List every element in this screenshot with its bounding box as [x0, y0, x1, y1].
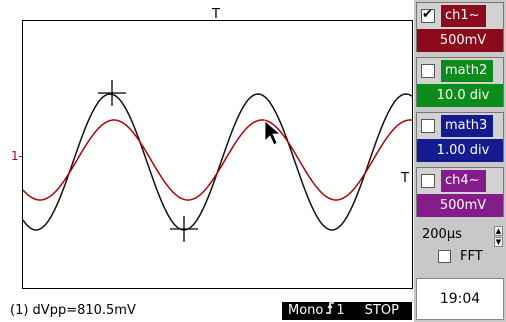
cursor-marker-1[interactable] [98, 80, 126, 106]
spin-up-icon[interactable]: ▲ [494, 226, 503, 236]
math2-checkbox[interactable] [421, 64, 435, 78]
ch1-control[interactable]: ✔ ch1~ 500mV [416, 2, 504, 52]
channel-panel: ✔ ch1~ 500mV math2 10.0 div math3 1.00 d… [414, 0, 506, 322]
acquisition-mode[interactable]: Mono [288, 303, 324, 318]
math2-scale[interactable]: 10.0 div [417, 84, 503, 107]
ch1-trace [22, 119, 413, 201]
trigger-level-marker[interactable]: T [401, 171, 409, 186]
trigger-edge-icon [326, 302, 335, 320]
trigger-source[interactable]: 1 [336, 303, 345, 318]
ch1-label: ch1~ [441, 5, 486, 27]
timebase-control[interactable]: 200µs ▲ ▼ FFT [416, 222, 504, 267]
ch1-reference-marker[interactable]: 1- [11, 149, 23, 163]
math3-scale[interactable]: 1.00 div [417, 139, 503, 162]
ch1-header: ✔ ch1~ [417, 3, 503, 29]
ch4-scale[interactable]: 500mV [417, 194, 503, 217]
cursor-marker-2[interactable] [170, 216, 198, 242]
math3-checkbox[interactable] [421, 119, 435, 133]
mouse-pointer-icon [264, 120, 282, 146]
run-stop-state[interactable]: STOP [364, 303, 399, 318]
spin-down-icon[interactable]: ▼ [494, 237, 503, 247]
measurement-readout: (1) dVpp=810.5mV [10, 303, 136, 318]
math2-label: math2 [441, 60, 494, 82]
scope-display[interactable]: T T 1- [0, 0, 414, 295]
math3-label: math3 [441, 115, 494, 137]
clock-display: 19:04 [416, 278, 504, 320]
ch4-checkbox[interactable] [421, 174, 435, 188]
math2-control[interactable]: math2 10.0 div [416, 57, 504, 107]
math2-header: math2 [417, 58, 503, 84]
timebase-value[interactable]: 200µs [422, 227, 462, 242]
grid-frame [22, 20, 413, 289]
trigger-position-marker[interactable]: T [212, 7, 220, 22]
waveform-canvas[interactable] [0, 0, 414, 295]
ch1-checkbox[interactable]: ✔ [421, 7, 435, 23]
math3-header: math3 [417, 113, 503, 139]
math3-control[interactable]: math3 1.00 div [416, 112, 504, 162]
fft-label: FFT [460, 249, 483, 264]
fft-checkbox[interactable] [438, 250, 451, 263]
check-icon: ✔ [422, 7, 433, 22]
ch1-scale[interactable]: 500mV [417, 29, 503, 52]
acquisition-status-bar[interactable]: Mono 1 STOP [282, 302, 412, 320]
ch4-control[interactable]: ch4~ 500mV [416, 167, 504, 217]
ch4-label: ch4~ [441, 170, 486, 192]
ch4-header: ch4~ [417, 168, 503, 194]
